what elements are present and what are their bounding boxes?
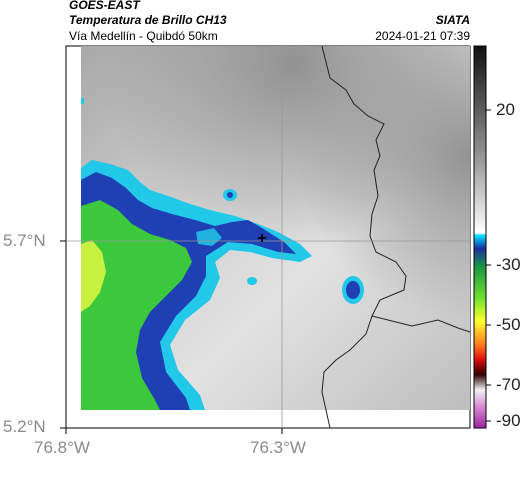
colorbar-tick-label: -90 bbox=[496, 411, 521, 430]
region-subtitle: Vía Medellín - Quibdó 50km bbox=[69, 29, 218, 43]
colorbar-tick-label: -30 bbox=[496, 255, 521, 274]
colorbar-tick-label: -70 bbox=[496, 375, 521, 394]
cold-cloud-yellow-core bbox=[81, 240, 106, 312]
satellite-title: GOES-EAST bbox=[69, 0, 140, 12]
x-tick-label: 76.8°W bbox=[34, 438, 90, 457]
y-tick-label: 5.7°N bbox=[3, 231, 46, 250]
org-label: SIATA bbox=[435, 13, 470, 27]
colorbar-tick-label: -50 bbox=[496, 315, 521, 334]
datetime-label: 2024-01-21 07:39 bbox=[375, 29, 470, 43]
cold-cloud-cyan-inner bbox=[196, 228, 222, 246]
boundary-line-south bbox=[321, 315, 373, 428]
x-tick-label: 76.3°W bbox=[250, 438, 306, 457]
y-tick-label: 5.2°N bbox=[3, 417, 46, 436]
cold-cloud-green-core bbox=[81, 200, 192, 410]
location-marker-icon bbox=[258, 234, 266, 242]
product-title: Temperatura de Brillo CH13 bbox=[69, 13, 227, 27]
colorbar-tick-label: 20 bbox=[496, 100, 515, 119]
boundary-line bbox=[321, 46, 470, 333]
colorbar bbox=[473, 45, 487, 429]
